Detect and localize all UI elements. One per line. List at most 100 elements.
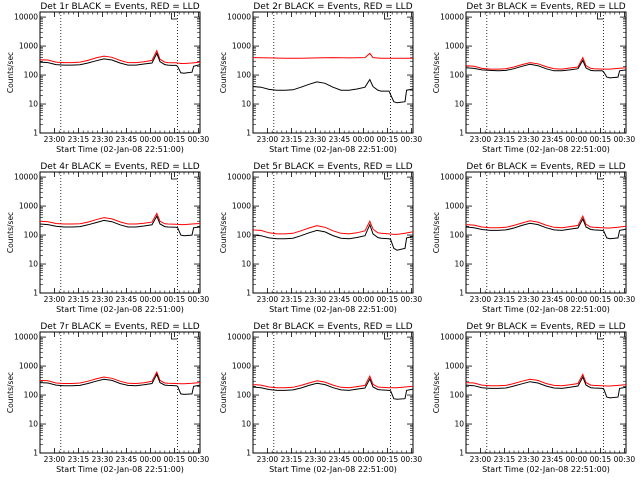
- events-series-line: [252, 377, 414, 400]
- x-tick-label: 23:45: [542, 135, 564, 144]
- y-axis-label: Counts/sec: [432, 52, 441, 93]
- x-tick-label: 23:30: [305, 295, 327, 304]
- x-tick-label: 23:30: [92, 455, 114, 464]
- lld-series-line: [39, 212, 201, 226]
- events-series-line: [252, 78, 414, 104]
- y-tick-label: 10000: [227, 13, 251, 22]
- panel-title: Det 7r BLACK = Events, RED = LLD: [40, 322, 199, 332]
- x-tick-label: 00:00: [353, 135, 375, 144]
- x-tick-label: 23:00: [470, 295, 492, 304]
- y-tick-label: 1: [33, 289, 38, 298]
- x-axis-label: Start Time (02-Jan-08 22:51:00): [56, 305, 184, 314]
- range-marker: [597, 13, 604, 20]
- x-tick-label: 00:00: [140, 455, 162, 464]
- y-tick-label: 10: [28, 100, 38, 109]
- y-tick-label: 1: [459, 129, 464, 138]
- y-axis-label: Counts/sec: [219, 52, 228, 93]
- x-tick-label: 00:00: [566, 455, 588, 464]
- x-tick-label: 00:30: [401, 295, 423, 304]
- x-tick-label: 00:30: [401, 455, 423, 464]
- y-tick-label: 100: [450, 391, 465, 400]
- panel-title: Det 8r BLACK = Events, RED = LLD: [253, 322, 412, 332]
- x-tick-label: 23:00: [257, 295, 279, 304]
- y-tick-label: 1000: [232, 202, 251, 211]
- y-axis-label: Counts/sec: [6, 212, 15, 253]
- plot-frame: [39, 331, 201, 454]
- x-tick-label: 00:30: [614, 455, 636, 464]
- range-marker: [597, 173, 604, 180]
- x-tick-label: 23:15: [281, 455, 303, 464]
- x-tick-label: 23:30: [518, 295, 540, 304]
- x-tick-label: 23:15: [281, 135, 303, 144]
- x-tick-label: 23:15: [68, 135, 90, 144]
- y-tick-label: 100: [237, 71, 252, 80]
- x-tick-label: 00:30: [188, 295, 210, 304]
- y-axis-label: Counts/sec: [6, 52, 15, 93]
- x-tick-label: 23:15: [68, 455, 90, 464]
- y-tick-label: 1000: [232, 42, 251, 51]
- x-tick-label: 23:45: [329, 455, 351, 464]
- y-tick-label: 10: [28, 420, 38, 429]
- x-tick-label: 00:15: [164, 455, 186, 464]
- y-tick-label: 1: [33, 129, 38, 138]
- x-tick-label: 23:30: [518, 455, 540, 464]
- lld-series-line: [39, 49, 201, 64]
- plot-frame: [465, 11, 627, 134]
- y-tick-label: 1000: [19, 362, 38, 371]
- lld-series-line: [252, 219, 414, 235]
- panel-6: Det 6r BLACK = Events, RED = LLD 1 10 100 10…: [432, 162, 635, 314]
- range-marker: [384, 173, 391, 180]
- plot-frame: [39, 11, 201, 134]
- x-tick-label: 23:15: [494, 455, 516, 464]
- plot-frame: [252, 331, 414, 454]
- panel-9: Det 9r BLACK = Events, RED = LLD 1 10 100 10…: [432, 322, 635, 474]
- panel-7: Det 7r BLACK = Events, RED = LLD 1 10 100 10…: [6, 322, 209, 474]
- range-marker: [384, 13, 391, 20]
- x-axis-label: Start Time (02-Jan-08 22:51:00): [482, 145, 610, 154]
- x-tick-label: 00:15: [590, 455, 612, 464]
- y-tick-label: 100: [24, 231, 39, 240]
- x-tick-label: 23:30: [305, 455, 327, 464]
- panel-title: Det 1r BLACK = Events, RED = LLD: [40, 2, 199, 12]
- y-tick-label: 10: [241, 100, 251, 109]
- lld-series-line: [252, 52, 413, 59]
- plot-frame: [465, 171, 627, 294]
- x-tick-label: 00:00: [353, 295, 375, 304]
- panel-3: Det 3r BLACK = Events, RED = LLD 1 10 100 10…: [432, 2, 635, 154]
- x-axis-label: Start Time (02-Jan-08 22:51:00): [56, 145, 184, 154]
- x-tick-label: 23:00: [257, 135, 279, 144]
- y-tick-label: 10000: [14, 333, 38, 342]
- plot-frame: [252, 171, 414, 294]
- x-tick-label: 23:45: [116, 455, 138, 464]
- x-tick-label: 23:45: [329, 295, 351, 304]
- x-tick-label: 23:30: [518, 135, 540, 144]
- lld-series-line: [465, 56, 627, 70]
- lld-series-line: [465, 214, 627, 229]
- x-tick-label: 00:15: [164, 135, 186, 144]
- range-marker: [171, 173, 178, 180]
- x-tick-label: 00:30: [401, 135, 423, 144]
- x-tick-label: 00:00: [140, 135, 162, 144]
- x-tick-label: 00:15: [377, 295, 399, 304]
- range-marker: [597, 333, 604, 340]
- events-series-line: [465, 217, 627, 240]
- x-tick-label: 23:15: [281, 295, 303, 304]
- x-tick-label: 23:00: [470, 455, 492, 464]
- y-axis-label: Counts/sec: [219, 212, 228, 253]
- x-tick-label: 00:00: [566, 135, 588, 144]
- y-tick-label: 100: [450, 231, 465, 240]
- x-tick-label: 23:45: [542, 455, 564, 464]
- x-axis-label: Start Time (02-Jan-08 22:51:00): [482, 305, 610, 314]
- x-tick-label: 00:15: [590, 135, 612, 144]
- y-tick-label: 1: [246, 289, 251, 298]
- x-tick-label: 00:30: [188, 135, 210, 144]
- x-tick-label: 23:45: [329, 135, 351, 144]
- x-axis-label: Start Time (02-Jan-08 22:51:00): [269, 145, 397, 154]
- y-axis-label: Counts/sec: [6, 372, 15, 413]
- events-series-line: [465, 59, 627, 79]
- panel-title: Det 9r BLACK = Events, RED = LLD: [466, 322, 625, 332]
- x-tick-label: 23:30: [92, 295, 114, 304]
- panel-title: Det 2r BLACK = Events, RED = LLD: [253, 2, 412, 12]
- x-axis-label: Start Time (02-Jan-08 22:51:00): [56, 465, 184, 474]
- y-tick-label: 10: [454, 420, 464, 429]
